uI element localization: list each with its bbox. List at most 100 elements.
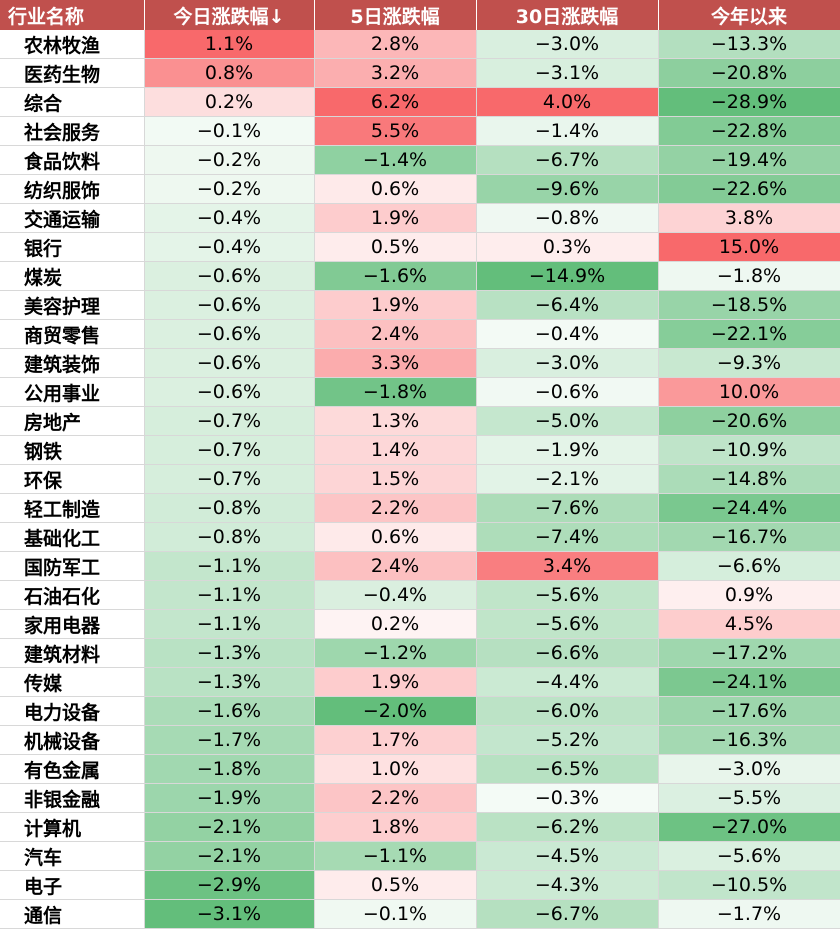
thirty-day-change-cell: −6.2%	[476, 812, 659, 842]
today-change-cell: 0.8%	[144, 58, 315, 88]
ytd-change-cell: 4.5%	[658, 609, 840, 639]
industry-name-cell: 煤炭	[0, 261, 145, 291]
today-change-cell: −0.4%	[144, 232, 315, 262]
five-day-change-cell: 5.5%	[314, 116, 477, 146]
table-row: 电力设备 −1.6% −2.0% −6.0% −17.6%	[0, 696, 840, 726]
five-day-change-cell: 1.9%	[314, 667, 477, 697]
five-day-change-cell: 0.6%	[314, 522, 477, 552]
today-change-cell: −0.2%	[144, 174, 315, 204]
today-change-cell: −0.8%	[144, 522, 315, 552]
industry-name-cell: 石油石化	[0, 580, 145, 610]
industry-name-cell: 综合	[0, 87, 145, 117]
table-row: 轻工制造 −0.8% 2.2% −7.6% −24.4%	[0, 493, 840, 523]
today-change-cell: −0.7%	[144, 406, 315, 436]
five-day-change-cell: −0.1%	[314, 899, 477, 929]
today-change-cell: −0.6%	[144, 319, 315, 349]
header-5day-change[interactable]: 5日涨跌幅	[314, 0, 477, 30]
today-change-cell: −0.8%	[144, 493, 315, 523]
today-change-cell: −1.3%	[144, 638, 315, 668]
five-day-change-cell: 0.5%	[314, 870, 477, 900]
ytd-change-cell: −22.8%	[658, 116, 840, 146]
ytd-change-cell: −19.4%	[658, 145, 840, 175]
thirty-day-change-cell: −5.6%	[476, 609, 659, 639]
table-row: 家用电器 −1.1% 0.2% −5.6% 4.5%	[0, 609, 840, 639]
table-row: 农林牧渔 1.1% 2.8% −3.0% −13.3%	[0, 30, 840, 59]
today-change-cell: −2.1%	[144, 812, 315, 842]
industry-name-cell: 基础化工	[0, 522, 145, 552]
five-day-change-cell: 0.6%	[314, 174, 477, 204]
five-day-change-cell: 3.3%	[314, 348, 477, 378]
thirty-day-change-cell: −3.1%	[476, 58, 659, 88]
table-row: 医药生物 0.8% 3.2% −3.1% −20.8%	[0, 58, 840, 88]
thirty-day-change-cell: −2.1%	[476, 464, 659, 494]
ytd-change-cell: −5.6%	[658, 841, 840, 871]
ytd-change-cell: −9.3%	[658, 348, 840, 378]
ytd-change-cell: −13.3%	[658, 30, 840, 59]
table-row: 钢铁 −0.7% 1.4% −1.9% −10.9%	[0, 435, 840, 465]
today-change-cell: −1.9%	[144, 783, 315, 813]
ytd-change-cell: −17.6%	[658, 696, 840, 726]
header-today-change[interactable]: 今日涨跌幅↓	[144, 0, 315, 30]
thirty-day-change-cell: −5.6%	[476, 580, 659, 610]
table-row: 通信 −3.1% −0.1% −6.7% −1.7%	[0, 899, 840, 929]
ytd-change-cell: −20.6%	[658, 406, 840, 436]
table-row: 纺织服饰 −0.2% 0.6% −9.6% −22.6%	[0, 174, 840, 204]
thirty-day-change-cell: −1.4%	[476, 116, 659, 146]
ytd-change-cell: −24.4%	[658, 493, 840, 523]
thirty-day-change-cell: 4.0%	[476, 87, 659, 117]
industry-name-cell: 国防军工	[0, 551, 145, 581]
five-day-change-cell: 2.2%	[314, 493, 477, 523]
five-day-change-cell: 1.7%	[314, 725, 477, 755]
five-day-change-cell: −1.4%	[314, 145, 477, 175]
thirty-day-change-cell: −4.3%	[476, 870, 659, 900]
ytd-change-cell: −16.7%	[658, 522, 840, 552]
table-row: 银行 −0.4% 0.5% 0.3% 15.0%	[0, 232, 840, 262]
table-row: 综合 0.2% 6.2% 4.0% −28.9%	[0, 87, 840, 117]
today-change-cell: −1.1%	[144, 580, 315, 610]
thirty-day-change-cell: 3.4%	[476, 551, 659, 581]
five-day-change-cell: 2.2%	[314, 783, 477, 813]
thirty-day-change-cell: −14.9%	[476, 261, 659, 291]
ytd-change-cell: −17.2%	[658, 638, 840, 668]
thirty-day-change-cell: −5.0%	[476, 406, 659, 436]
industry-name-cell: 电力设备	[0, 696, 145, 726]
five-day-change-cell: 1.0%	[314, 754, 477, 784]
five-day-change-cell: 6.2%	[314, 87, 477, 117]
thirty-day-change-cell: −4.5%	[476, 841, 659, 871]
header-industry-name[interactable]: 行业名称	[0, 0, 145, 30]
industry-name-cell: 公用事业	[0, 377, 145, 407]
five-day-change-cell: 2.8%	[314, 30, 477, 59]
header-ytd-change[interactable]: 今年以来	[658, 0, 840, 30]
table-row: 煤炭 −0.6% −1.6% −14.9% −1.8%	[0, 261, 840, 291]
five-day-change-cell: 0.5%	[314, 232, 477, 262]
table-row: 国防军工 −1.1% 2.4% 3.4% −6.6%	[0, 551, 840, 581]
industry-name-cell: 建筑材料	[0, 638, 145, 668]
today-change-cell: −0.1%	[144, 116, 315, 146]
five-day-change-cell: −1.1%	[314, 841, 477, 871]
ytd-change-cell: −27.0%	[658, 812, 840, 842]
today-change-cell: −0.6%	[144, 377, 315, 407]
ytd-change-cell: −28.9%	[658, 87, 840, 117]
table-row: 非银金融 −1.9% 2.2% −0.3% −5.5%	[0, 783, 840, 813]
ytd-change-cell: −22.1%	[658, 319, 840, 349]
thirty-day-change-cell: −6.7%	[476, 899, 659, 929]
industry-name-cell: 建筑装饰	[0, 348, 145, 378]
industry-name-cell: 机械设备	[0, 725, 145, 755]
industry-name-cell: 交通运输	[0, 203, 145, 233]
five-day-change-cell: 1.8%	[314, 812, 477, 842]
industry-name-cell: 传媒	[0, 667, 145, 697]
thirty-day-change-cell: −5.2%	[476, 725, 659, 755]
ytd-change-cell: 15.0%	[658, 232, 840, 262]
thirty-day-change-cell: −6.0%	[476, 696, 659, 726]
header-30day-change[interactable]: 30日涨跌幅	[476, 0, 659, 30]
today-change-cell: −0.4%	[144, 203, 315, 233]
table-row: 有色金属 −1.8% 1.0% −6.5% −3.0%	[0, 754, 840, 784]
industry-name-cell: 食品饮料	[0, 145, 145, 175]
header-row: 行业名称 今日涨跌幅↓ 5日涨跌幅 30日涨跌幅 今年以来	[0, 0, 840, 30]
thirty-day-change-cell: −0.8%	[476, 203, 659, 233]
today-change-cell: −1.3%	[144, 667, 315, 697]
table-row: 商贸零售 −0.6% 2.4% −0.4% −22.1%	[0, 319, 840, 349]
table-row: 机械设备 −1.7% 1.7% −5.2% −16.3%	[0, 725, 840, 755]
industry-name-cell: 房地产	[0, 406, 145, 436]
thirty-day-change-cell: −3.0%	[476, 30, 659, 59]
